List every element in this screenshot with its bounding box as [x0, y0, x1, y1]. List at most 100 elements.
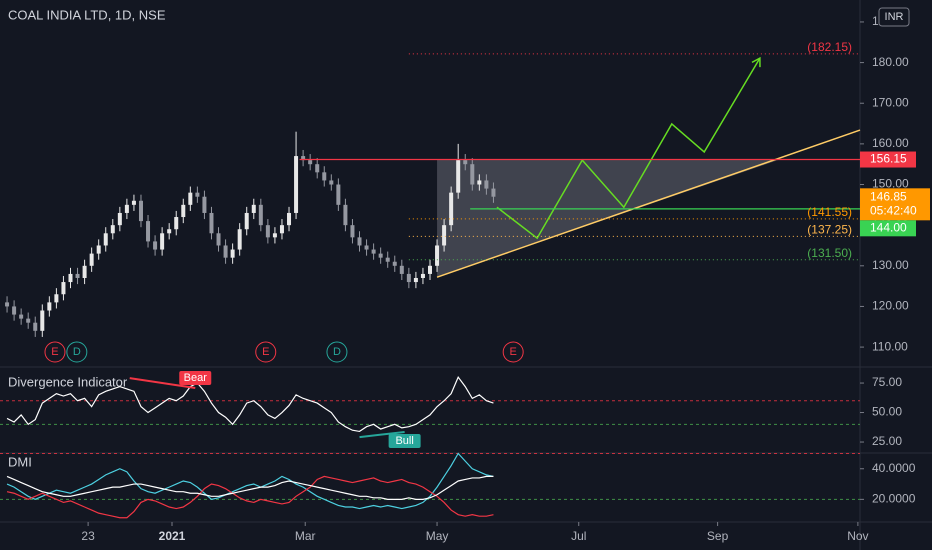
candle-body — [61, 282, 66, 295]
candle-body — [230, 249, 235, 258]
candle-body — [5, 302, 10, 307]
candle-body — [54, 294, 59, 303]
last-price-label: 146.85 — [870, 189, 907, 203]
series-line — [6, 475, 494, 500]
candle-body — [174, 217, 179, 230]
currency-label: INR — [885, 11, 904, 23]
price-level-label: 156.15 — [870, 152, 907, 166]
price-level-label: (131.50) — [807, 246, 852, 260]
series-line — [6, 452, 494, 510]
event-label: D — [73, 346, 81, 358]
y-tick-label: 25.00 — [872, 434, 902, 448]
series-line — [6, 375, 494, 433]
candle-body — [47, 302, 52, 311]
candle-body — [315, 164, 320, 173]
candle-body — [357, 237, 362, 246]
divergence-label: Bull — [395, 435, 413, 447]
candle-body — [223, 245, 228, 258]
candle-body — [40, 310, 45, 331]
y-tick-label: 110.00 — [872, 339, 908, 353]
candle-body — [322, 172, 327, 181]
projection-path — [496, 57, 761, 240]
candle-body — [484, 180, 489, 189]
countdown-label: 05:42:40 — [870, 203, 917, 217]
candle-body — [442, 225, 447, 246]
y-tick-label: 50.00 — [872, 405, 902, 419]
candle-body — [146, 221, 151, 242]
candle-body — [244, 212, 249, 230]
y-tick-label: 20.0000 — [872, 492, 916, 506]
x-tick-label: May — [426, 529, 449, 543]
candle-body — [68, 273, 73, 283]
y-tick-label: 160.00 — [872, 136, 909, 150]
event-label: E — [510, 346, 517, 358]
candle-body — [413, 277, 418, 283]
candle-body — [301, 156, 306, 161]
candle-body — [131, 200, 136, 205]
chart-title: COAL INDIA LTD, 1D, NSE — [8, 7, 166, 22]
price-level-label: (137.25) — [807, 223, 852, 237]
candle-body — [294, 156, 299, 213]
candle-body — [343, 204, 348, 226]
candle-body — [350, 225, 355, 238]
candle-body — [329, 180, 334, 185]
indicator-title: Divergence Indicator — [8, 374, 128, 389]
y-tick-label: 180.00 — [872, 55, 909, 69]
candle-body — [181, 204, 186, 218]
candle-body — [110, 225, 115, 234]
divergence-line — [129, 377, 196, 389]
x-tick-label: Nov — [847, 529, 868, 543]
event-label: E — [51, 346, 58, 358]
candle-body — [392, 261, 397, 266]
last-price-badge — [860, 188, 930, 221]
price-level-label: (182.15) — [807, 40, 852, 54]
candle-body — [279, 225, 284, 234]
currency-box — [878, 7, 910, 27]
candle-body — [399, 265, 404, 274]
candle-body — [12, 306, 17, 315]
divergence-label: Bear — [184, 372, 208, 384]
event-label: D — [333, 346, 341, 358]
candle-body — [117, 212, 122, 226]
y-tick-label: 75.00 — [872, 375, 902, 389]
candle-body — [96, 245, 101, 254]
candle-body — [209, 212, 214, 234]
event-marker — [502, 341, 524, 363]
x-tick-label: Jul — [571, 529, 586, 543]
candle-body — [470, 164, 475, 185]
y-tick-label: 40.0000 — [872, 461, 916, 475]
candle-body — [33, 322, 38, 331]
candle-body — [449, 192, 454, 226]
candle-body — [195, 192, 200, 197]
candle-body — [385, 257, 390, 262]
y-tick-label: 170.00 — [872, 95, 909, 109]
candle-body — [336, 184, 341, 205]
event-marker — [44, 341, 66, 363]
candle-body — [428, 265, 432, 274]
candle-body — [378, 253, 383, 258]
candle-body — [287, 212, 292, 226]
divergence-badge — [388, 434, 421, 449]
candle-body — [103, 233, 108, 246]
candle-body — [477, 180, 482, 185]
candle-body — [463, 160, 468, 165]
candle-body — [371, 249, 376, 254]
candle-body — [265, 225, 270, 238]
candle-body — [420, 273, 425, 278]
projection-arrow — [751, 56, 761, 68]
candle-body — [138, 200, 143, 222]
candle-body — [188, 192, 193, 205]
x-tick-label: Sep — [707, 529, 729, 543]
trend-line — [436, 129, 861, 278]
candle-body — [456, 160, 461, 193]
x-tick-label: 23 — [81, 529, 95, 543]
price-level-badge — [860, 151, 916, 168]
candle-body — [308, 160, 313, 165]
candle-body — [435, 245, 440, 266]
candle-body — [216, 233, 221, 246]
event-marker — [326, 341, 348, 363]
candle-body — [160, 233, 165, 250]
event-label: E — [262, 346, 269, 358]
event-marker — [66, 341, 88, 363]
